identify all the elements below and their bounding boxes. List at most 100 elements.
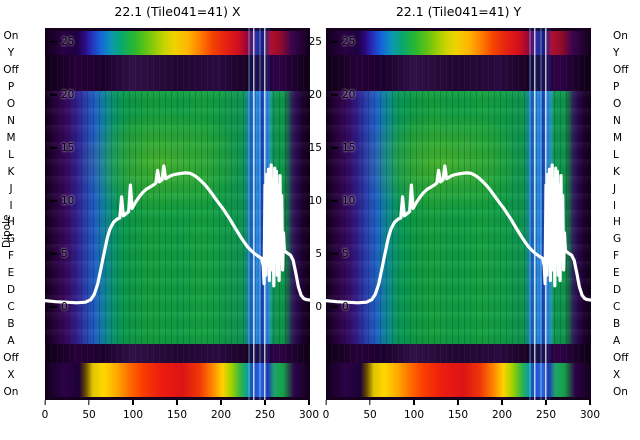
dipole-row-label: F <box>613 250 620 263</box>
gutter-y-tick-label: 25 <box>308 35 322 48</box>
dipole-row-label: Off <box>3 64 19 77</box>
heatmap-edge-band <box>45 397 310 400</box>
dipole-row-label: M <box>6 131 16 144</box>
dipole-row-label: F <box>7 250 15 263</box>
heatmap-panel-x: 25 20 15 10 5 0 0 50 100 150 200 250 300 <box>42 28 319 420</box>
y-tick-label: 20 <box>331 90 355 101</box>
x-tick: 0 <box>323 400 329 420</box>
dipole-row-label: Off <box>3 351 19 364</box>
x-tick: 100 <box>404 400 424 420</box>
dipole-row-label: D <box>6 283 16 296</box>
gutter-y-tick-label: 10 <box>308 194 322 207</box>
y-tick-mark <box>331 147 338 149</box>
dipole-row-label: Y <box>613 47 620 60</box>
gutter-y-tick-label: 0 <box>315 300 322 313</box>
dipole-row-label: M <box>613 131 623 144</box>
dipole-row-label: N <box>7 114 15 127</box>
x-axis: 0 50 100 150 200 250 300 <box>323 400 600 434</box>
dipole-row-label: J <box>613 182 617 195</box>
y-tick-label: 15 <box>331 143 355 154</box>
y-tick-label: 0 <box>331 302 349 313</box>
y-tick-label: 20 <box>50 90 74 101</box>
dipole-row-label: H <box>7 216 15 229</box>
dipole-row-label: X <box>613 368 621 381</box>
dipole-row-label: G <box>613 233 622 246</box>
y-tick-label: 10 <box>50 196 74 207</box>
dipole-row-label: H <box>613 216 621 229</box>
y-tick-mark <box>50 253 57 255</box>
y-tick-mark <box>331 41 338 43</box>
dipole-row-label: L <box>613 148 619 161</box>
dipole-row-label: On <box>613 385 628 398</box>
y-tick-label: 25 <box>50 37 74 48</box>
y-tick-label: 10 <box>331 196 355 207</box>
x-tick: 0 <box>42 400 48 420</box>
y-tick-label: 5 <box>331 249 349 260</box>
dipole-row-label: On <box>613 30 628 43</box>
dipole-row-label: P <box>7 80 15 93</box>
heatmap-panel-y: 25 20 15 10 5 0 0 50 100 150 200 250 300 <box>323 28 600 420</box>
dipole-row-label: X <box>7 368 15 381</box>
panel-x-title: 22.1 (Tile041=41) X <box>114 4 241 19</box>
dipole-row-label: B <box>613 317 621 330</box>
x-tick: 100 <box>123 400 143 420</box>
dipole-row-label: K <box>7 165 15 178</box>
y-tick-mark <box>50 147 57 149</box>
dipole-row-label: A <box>7 334 15 347</box>
dipole-row-label: P <box>613 80 620 93</box>
dipole-row-label: On <box>3 30 19 43</box>
gutter-ytick-labels: 25 20 15 10 5 0 <box>292 0 322 440</box>
x-tick: 200 <box>211 400 231 420</box>
y-tick-mark <box>331 94 338 96</box>
dipole-row-label: E <box>613 266 620 279</box>
y-tick-mark <box>50 94 57 96</box>
dipole-row-labels-right: On Y Off P O N M L K J I H G F E D C B A Off X On <box>611 0 640 440</box>
y-tick-label: 0 <box>50 302 68 313</box>
dipole-row-label: Off <box>613 351 629 364</box>
dipole-row-label: J <box>9 182 13 195</box>
y-tick-mark <box>331 306 338 308</box>
bandpass-curve-x <box>45 163 310 305</box>
y-tick-mark <box>331 253 338 255</box>
x-tick: 250 <box>255 400 275 420</box>
heatmap-edge-band <box>326 28 591 31</box>
x-tick: 150 <box>167 400 187 420</box>
panel-y-title: 22.1 (Tile041=41) Y <box>395 4 522 19</box>
dipole-row-label: O <box>6 97 16 110</box>
y-tick-label: 5 <box>50 249 68 260</box>
flagged-channels-overlay <box>247 28 271 400</box>
y-tick-label: 15 <box>50 143 74 154</box>
dipole-row-label: D <box>613 283 622 296</box>
dipole-row-label: L <box>8 148 14 161</box>
heatmap-edge-band <box>326 397 591 400</box>
inner-ytick-labels: 25 20 15 10 5 0 <box>326 28 591 400</box>
gutter-y-tick-label: 15 <box>308 141 322 154</box>
y-tick-label: 25 <box>331 37 355 48</box>
y-tick-mark <box>50 200 57 202</box>
heatmap-off-dark-band <box>326 344 591 363</box>
heatmap-off-dark-band <box>45 344 310 363</box>
dipole-row-label: K <box>613 165 620 178</box>
gutter-y-tick-label: 20 <box>308 88 322 101</box>
y-tick-mark <box>50 41 57 43</box>
x-tick: 50 <box>82 400 96 420</box>
dipole-row-label: C <box>613 300 621 313</box>
dipole-row-label: C <box>7 300 15 313</box>
dipole-row-label: Y <box>7 47 15 60</box>
dipole-row-label: E <box>7 266 15 279</box>
dipole-row-label: A <box>613 334 621 347</box>
dipole-row-label: I <box>613 199 617 212</box>
dipole-row-label: On <box>3 385 19 398</box>
dipole-row-label: Off <box>613 64 629 77</box>
dipole-row-label: G <box>6 233 16 246</box>
x-tick: 200 <box>492 400 512 420</box>
dipole-row-label: N <box>613 114 621 127</box>
dipole-row-label: I <box>9 199 13 212</box>
flagged-channels-overlay <box>528 28 552 400</box>
inner-ytick-labels: 25 20 15 10 5 0 <box>45 28 310 400</box>
dipole-row-label: O <box>613 97 622 110</box>
x-tick: 50 <box>363 400 377 420</box>
heatmap-edge-band <box>45 28 310 31</box>
dipole-row-label: B <box>7 317 15 330</box>
